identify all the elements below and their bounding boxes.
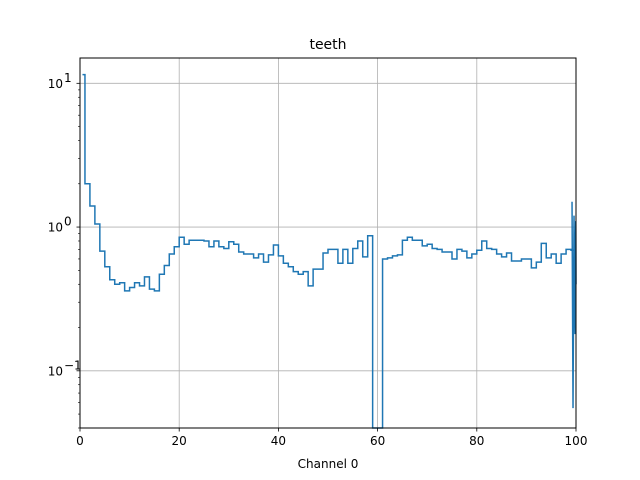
- x-tick-label-5: 100: [565, 434, 588, 448]
- y-tick-exponent-2: 1: [64, 71, 72, 85]
- x-tick-label-2: 40: [271, 434, 286, 448]
- x-tick-label-0: 0: [76, 434, 84, 448]
- y-tick-label-0: 10: [48, 364, 63, 378]
- y-tick-exponent-1: 0: [64, 215, 72, 229]
- x-tick-label-1: 20: [172, 434, 187, 448]
- y-tick-exponent-0: −1: [64, 358, 82, 372]
- x-axis-label: Channel 0: [298, 457, 359, 471]
- series-line: [82, 73, 576, 429]
- x-tick-label-3: 60: [370, 434, 385, 448]
- y-tick-label-1: 10: [48, 221, 63, 235]
- x-tick-label-4: 80: [469, 434, 484, 448]
- axes-frame: [79, 57, 577, 429]
- chart-title: teeth: [309, 37, 346, 53]
- x-axis: 0 20 40 60 80 100: [76, 428, 587, 448]
- plot-area: [80, 58, 576, 428]
- y-tick-label-2: 10: [48, 77, 63, 91]
